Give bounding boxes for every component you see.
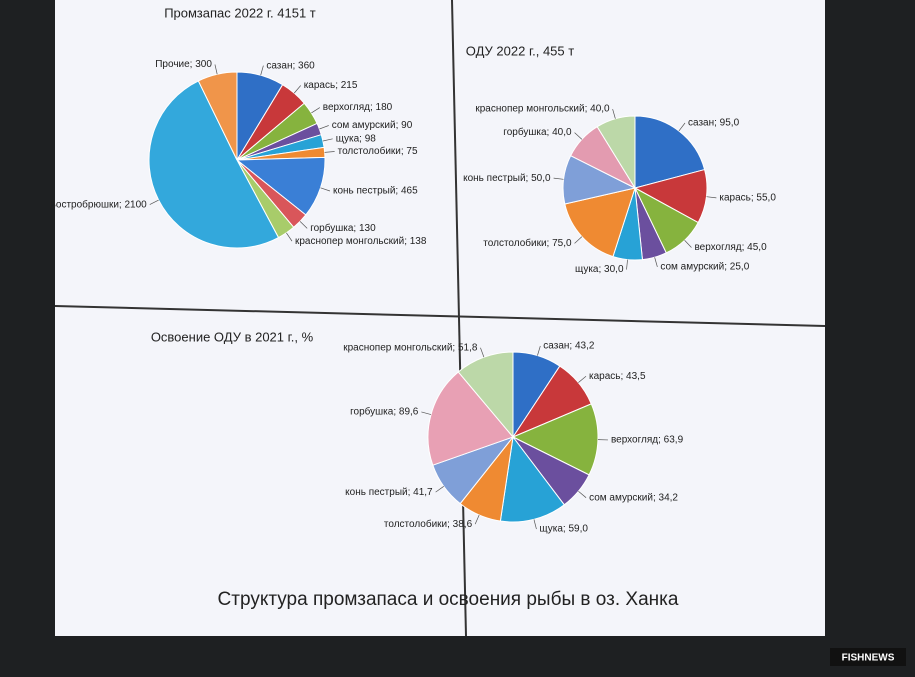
leader-line — [533, 519, 537, 530]
leader-line — [678, 122, 686, 132]
leader-line — [574, 132, 583, 140]
data-label: толстолобики; 38,6 — [384, 518, 473, 530]
leader-line — [626, 259, 628, 270]
data-label: сазан; 360 — [266, 60, 315, 71]
leader-line — [319, 125, 329, 130]
pie-slice — [197, 71, 238, 161]
divider — [54, 305, 826, 327]
divider — [451, 0, 467, 637]
pie-slice — [596, 115, 636, 190]
pie-slice — [427, 371, 514, 466]
pie-slice — [499, 435, 565, 523]
data-label: толстолобики; 75,0 — [483, 237, 572, 249]
leader-line — [684, 239, 692, 248]
leader-line — [293, 85, 301, 94]
pie-slice — [564, 187, 636, 258]
leader-line — [474, 514, 480, 525]
data-label: конь пестрый; 50,0 — [463, 173, 551, 184]
chart-title: Освоение ОДУ в 2021 г., % — [151, 329, 314, 344]
data-label: горбушка; 130 — [310, 222, 376, 234]
slide-title: Структура промзапаса и освоения рыбы в о… — [218, 589, 679, 610]
logo-box — [830, 648, 906, 666]
leader-line — [149, 199, 159, 205]
leader-line — [578, 375, 587, 383]
leader-line — [578, 491, 587, 498]
data-label: верхогляд; 63,9 — [611, 435, 684, 446]
data-label: щука; 59,0 — [539, 524, 588, 535]
data-label: щука; 98 — [336, 133, 377, 144]
data-label: конь пестрый; 41,7 — [345, 487, 433, 498]
leader-line — [537, 345, 541, 356]
data-label: сом амурский; 34,2 — [589, 492, 678, 503]
pie-slice — [457, 351, 514, 439]
data-label: сом амурский; 25,0 — [660, 262, 749, 273]
pie-slice — [511, 403, 599, 476]
data-label: верхогляд; 45,0 — [694, 242, 767, 253]
leader-line — [421, 411, 432, 415]
leader-line — [286, 232, 293, 242]
data-label: сом амурский; 90 — [332, 120, 413, 131]
chart-title: ОДУ 2022 г., 455 т — [466, 43, 574, 58]
leader-line — [311, 107, 320, 114]
leader-line — [299, 221, 308, 229]
data-label: горбушка; 89,6 — [350, 406, 419, 418]
leader-line — [654, 257, 658, 267]
leader-line — [553, 177, 564, 180]
data-label: краснопер монгольский; 51,8 — [343, 342, 478, 353]
data-label: краснопер монгольский; 138 — [295, 236, 427, 247]
leader-line — [435, 486, 444, 493]
data-label: карась; 43,5 — [589, 371, 646, 382]
data-label: верхогляд; 180 — [323, 102, 393, 113]
data-label: карась; 55,0 — [719, 193, 776, 204]
leader-line — [320, 187, 331, 192]
leader-line — [706, 196, 717, 199]
watermark: FISHNEWS — [842, 653, 895, 664]
data-label: сазан; 43,2 — [543, 341, 595, 352]
leader-line — [574, 236, 583, 244]
data-label: Востробрюшки; 2100 — [49, 198, 147, 210]
leader-line — [214, 64, 218, 75]
data-label: горбушка; 40,0 — [503, 126, 572, 138]
data-label: конь пестрый; 465 — [333, 186, 418, 197]
data-label: краснопер монгольский; 40,0 — [475, 104, 610, 115]
leader-line — [260, 65, 264, 76]
leader-line — [480, 347, 485, 358]
chart-title: Промзапас 2022 г. 4151 т — [164, 5, 316, 20]
leader-line — [324, 151, 335, 153]
slide — [55, 0, 825, 636]
data-label: карась; 215 — [304, 80, 358, 91]
data-label: Прочие; 300 — [155, 59, 212, 70]
data-label: толстолобики; 75 — [338, 145, 418, 157]
leader-line — [612, 109, 616, 119]
leader-line — [322, 138, 333, 142]
data-label: щука; 30,0 — [575, 264, 624, 275]
data-label: сазан; 95,0 — [688, 118, 740, 129]
